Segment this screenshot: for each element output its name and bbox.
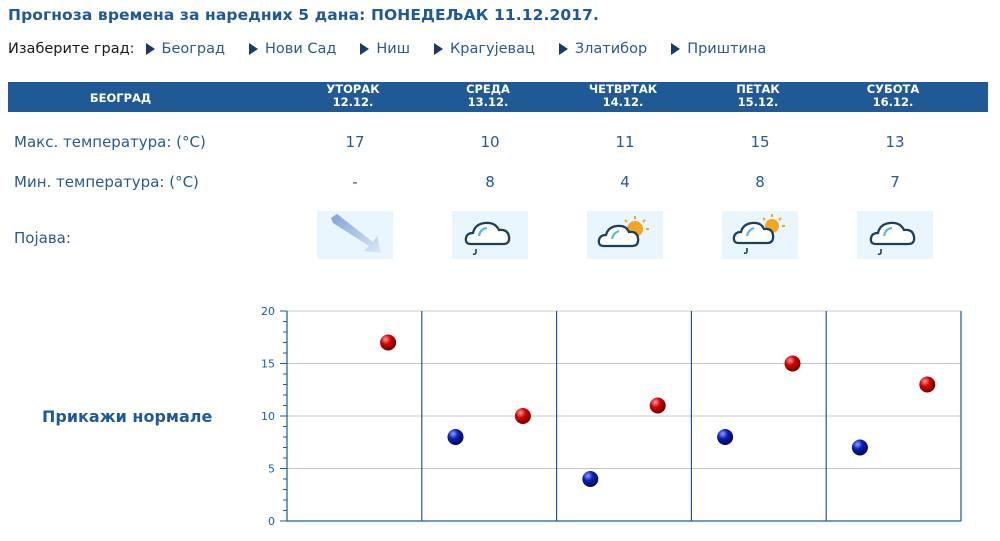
city-link-label: Београд (161, 41, 226, 57)
city-link-label: Нови Сад (265, 41, 337, 57)
arrow-right-icon (360, 43, 370, 55)
city-link-label: Приштина (687, 41, 767, 57)
city-link-kragujevac[interactable]: Крагујевац (434, 41, 535, 57)
min-temp-point (717, 429, 734, 445)
city-link-zlatibor[interactable]: Златибор (558, 41, 648, 57)
arrow-right-icon (671, 43, 681, 55)
y-tick-label: 0 (268, 515, 275, 528)
y-tick-label: 15 (261, 358, 275, 371)
y-tick-label: 10 (261, 410, 275, 423)
day-date: 15.12. (737, 95, 779, 109)
max-temp-point (919, 376, 936, 393)
min-temp-value: 8 (485, 173, 495, 191)
max-temp-point (380, 334, 397, 351)
min-temp-value: 8 (755, 173, 765, 191)
min-temp-value: 7 (890, 173, 900, 191)
day-header: СУБОТА 16.12. (833, 83, 953, 109)
city-link-label: Крагујевац (450, 41, 535, 57)
day-name: СРЕДА (466, 82, 510, 96)
min-temp-point (447, 429, 464, 445)
min-temp-value: - (352, 173, 358, 191)
min-temp-value: 4 (620, 173, 630, 191)
wind-arrow-icon (317, 211, 393, 259)
city-link-label: Златибор (574, 41, 648, 57)
min-temp-point (851, 439, 868, 456)
max-temp-value: 13 (885, 133, 905, 151)
city-link-label: Ниш (376, 41, 411, 57)
day-date: 12.12. (332, 95, 374, 109)
min-temp-point (582, 471, 599, 487)
day-name: СУБОТА (866, 82, 920, 96)
cloud-rain-icon (857, 211, 933, 259)
max-temp-value: 15 (750, 133, 770, 151)
day-date: 13.12. (467, 95, 509, 109)
city-header: БЕОГРАД (89, 91, 152, 105)
max-temp-value: 11 (615, 133, 635, 151)
day-header: УТОРАК 12.12. (293, 83, 413, 109)
day-date: 14.12. (602, 95, 644, 109)
max-temp-label: Макс. температура: (°C) (14, 133, 206, 151)
cloud-rain-icon (452, 211, 528, 259)
min-temp-label: Мин. температура: (°C) (14, 173, 199, 191)
day-date: 16.12. (872, 95, 914, 109)
day-header: ЧЕТВРТАК 14.12. (563, 83, 683, 109)
city-link-nis[interactable]: Ниш (360, 41, 410, 57)
page-title: Прогноза времена за наредних 5 дана: ПОН… (8, 6, 600, 24)
day-name: ЧЕТВРТАК (588, 82, 658, 96)
city-link-pristina[interactable]: Приштина (671, 41, 766, 57)
sun-cloud-rain-icon (722, 211, 798, 259)
y-tick-label: 5 (268, 463, 275, 476)
show-normals-link[interactable]: Прикажи нормале (42, 407, 213, 426)
max-temp-point (649, 397, 666, 414)
forecast-table-header: БЕОГРАД УТОРАК 12.12. СРЕДА 13.12. ЧЕТВР… (8, 82, 988, 112)
day-name: УТОРАК (326, 82, 380, 96)
max-temp-point (784, 355, 801, 372)
y-tick-label: 20 (261, 305, 275, 318)
arrow-right-icon (249, 43, 259, 55)
max-temp-value: 10 (480, 133, 500, 151)
day-header: СРЕДА 13.12. (428, 83, 548, 109)
city-selector: Изаберите град: Београд Нови Сад Ниш Кра… (8, 41, 790, 57)
arrow-right-icon (145, 43, 155, 55)
day-header: ПЕТАК 15.12. (698, 83, 818, 109)
arrow-right-icon (558, 43, 568, 55)
max-temp-point (514, 408, 531, 424)
city-selector-label: Изаберите град: (8, 41, 135, 57)
max-temp-value: 17 (345, 133, 365, 151)
phenomenon-label: Појава: (14, 229, 71, 247)
city-link-novi-sad[interactable]: Нови Сад (249, 41, 336, 57)
sun-cloud-icon (587, 211, 663, 259)
arrow-right-icon (434, 43, 444, 55)
city-link-beograd[interactable]: Београд (145, 41, 226, 57)
day-name: ПЕТАК (736, 82, 780, 96)
